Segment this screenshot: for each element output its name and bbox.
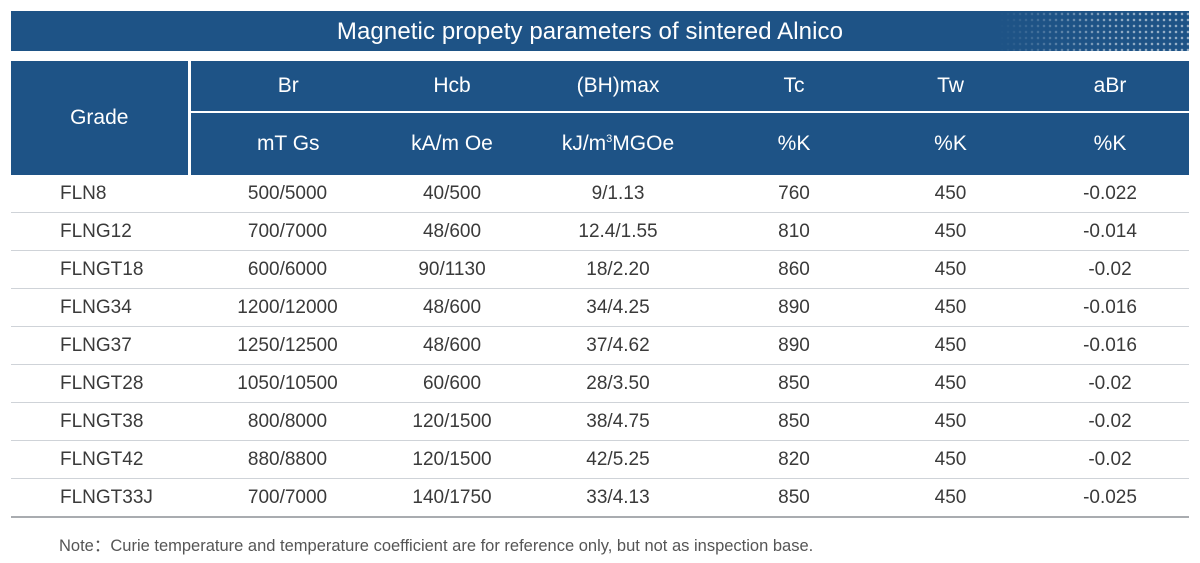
cell-tw: 450 <box>870 327 1031 365</box>
header-tc: Tc <box>718 61 870 112</box>
cell-br: 1050/10500 <box>189 365 386 403</box>
cell-abr: -0.022 <box>1031 175 1189 213</box>
cell-abr: -0.02 <box>1031 365 1189 403</box>
cell-bhmax: 9/1.13 <box>518 175 718 213</box>
cell-tc: 890 <box>718 289 870 327</box>
header-row-params: Grade Br Hcb (BH)max Tc Tw aBr <box>11 61 1189 112</box>
cell-abr: -0.016 <box>1031 327 1189 365</box>
cell-abr: -0.014 <box>1031 213 1189 251</box>
cell-tw: 450 <box>870 403 1031 441</box>
cell-tw: 450 <box>870 441 1031 479</box>
table-row: FLN8 500/5000 40/500 9/1.13 760 450 -0.022 <box>11 175 1189 213</box>
title-bar: Magnetic propety parameters of sintered … <box>11 11 1189 51</box>
cell-hcb: 48/600 <box>386 327 518 365</box>
unit-bhmax: kJ/m3MGOe <box>518 112 718 175</box>
cell-br: 500/5000 <box>189 175 386 213</box>
cell-hcb: 120/1500 <box>386 403 518 441</box>
cell-abr: -0.02 <box>1031 441 1189 479</box>
header-grade: Grade <box>11 61 189 175</box>
header-bhmax: (BH)max <box>518 61 718 112</box>
cell-tc: 760 <box>718 175 870 213</box>
cell-tw: 450 <box>870 251 1031 289</box>
dot-pattern-decoration <box>999 11 1189 51</box>
unit-bhmax-base: kJ/m <box>562 132 606 155</box>
table-row: FLNGT42 880/8800 120/1500 42/5.25 820 450 -0.0… <box>11 441 1189 479</box>
table-row: FLNGT18 600/6000 90/1130 18/2.20 860 450 -0.02 <box>11 251 1189 289</box>
cell-tw: 450 <box>870 479 1031 518</box>
cell-bhmax: 34/4.25 <box>518 289 718 327</box>
cell-br: 1200/12000 <box>189 289 386 327</box>
cell-bhmax: 33/4.13 <box>518 479 718 518</box>
cell-grade: FLNGT18 <box>11 251 189 289</box>
header-tw: Tw <box>870 61 1031 112</box>
cell-grade: FLNG37 <box>11 327 189 365</box>
cell-tc: 820 <box>718 441 870 479</box>
cell-bhmax: 18/2.20 <box>518 251 718 289</box>
cell-br: 880/8800 <box>189 441 386 479</box>
cell-hcb: 60/600 <box>386 365 518 403</box>
cell-abr: -0.025 <box>1031 479 1189 518</box>
cell-hcb: 48/600 <box>386 213 518 251</box>
cell-grade: FLNGT38 <box>11 403 189 441</box>
cell-tw: 450 <box>870 365 1031 403</box>
cell-br: 800/8000 <box>189 403 386 441</box>
cell-br: 1250/12500 <box>189 327 386 365</box>
cell-abr: -0.016 <box>1031 289 1189 327</box>
table-row: FLNGT38 800/8000 120/1500 38/4.75 850 450 -0.0… <box>11 403 1189 441</box>
table-row: FLNG12 700/7000 48/600 12.4/1.55 810 450 -0.01… <box>11 213 1189 251</box>
cell-br: 700/7000 <box>189 479 386 518</box>
cell-grade: FLN8 <box>11 175 189 213</box>
unit-abr: %K <box>1031 112 1189 175</box>
cell-bhmax: 42/5.25 <box>518 441 718 479</box>
cell-grade: FLNG34 <box>11 289 189 327</box>
cell-bhmax: 28/3.50 <box>518 365 718 403</box>
unit-hcb: kA/m Oe <box>386 112 518 175</box>
cell-grade: FLNGT28 <box>11 365 189 403</box>
cell-bhmax: 38/4.75 <box>518 403 718 441</box>
cell-tc: 810 <box>718 213 870 251</box>
cell-tc: 850 <box>718 365 870 403</box>
table-row: FLNG34 1200/12000 48/600 34/4.25 890 450 -0.01… <box>11 289 1189 327</box>
cell-tc: 850 <box>718 479 870 518</box>
cell-hcb: 48/600 <box>386 289 518 327</box>
table-row: FLNG37 1250/12500 48/600 37/4.62 890 450 -0.01… <box>11 327 1189 365</box>
table-row: FLNGT28 1050/10500 60/600 28/3.50 850 450 -0.0… <box>11 365 1189 403</box>
cell-grade: FLNGT33J <box>11 479 189 518</box>
cell-grade: FLNG12 <box>11 213 189 251</box>
cell-hcb: 40/500 <box>386 175 518 213</box>
cell-hcb: 90/1130 <box>386 251 518 289</box>
cell-abr: -0.02 <box>1031 251 1189 289</box>
unit-bhmax-mgoe: MGOe <box>612 132 674 155</box>
cell-tc: 890 <box>718 327 870 365</box>
cell-hcb: 140/1750 <box>386 479 518 518</box>
unit-tc: %K <box>718 112 870 175</box>
header-br: Br <box>189 61 386 112</box>
header-hcb: Hcb <box>386 61 518 112</box>
cell-tc: 860 <box>718 251 870 289</box>
cell-tw: 450 <box>870 289 1031 327</box>
cell-tw: 450 <box>870 213 1031 251</box>
cell-abr: -0.02 <box>1031 403 1189 441</box>
unit-tw: %K <box>870 112 1031 175</box>
cell-br: 600/6000 <box>189 251 386 289</box>
cell-grade: FLNGT42 <box>11 441 189 479</box>
unit-br: mT Gs <box>189 112 386 175</box>
footnote: Note：Curie temperature and temperature c… <box>59 532 813 556</box>
cell-br: 700/7000 <box>189 213 386 251</box>
page-title: Magnetic propety parameters of sintered … <box>337 18 843 46</box>
alnico-properties-table: Grade Br Hcb (BH)max Tc Tw aBr mT Gs kA/… <box>11 61 1189 518</box>
cell-bhmax: 12.4/1.55 <box>518 213 718 251</box>
header-abr: aBr <box>1031 61 1189 112</box>
cell-tw: 450 <box>870 175 1031 213</box>
cell-tc: 850 <box>718 403 870 441</box>
cell-hcb: 120/1500 <box>386 441 518 479</box>
table-row: FLNGT33J 700/7000 140/1750 33/4.13 850 450 -0.… <box>11 479 1189 518</box>
cell-bhmax: 37/4.62 <box>518 327 718 365</box>
